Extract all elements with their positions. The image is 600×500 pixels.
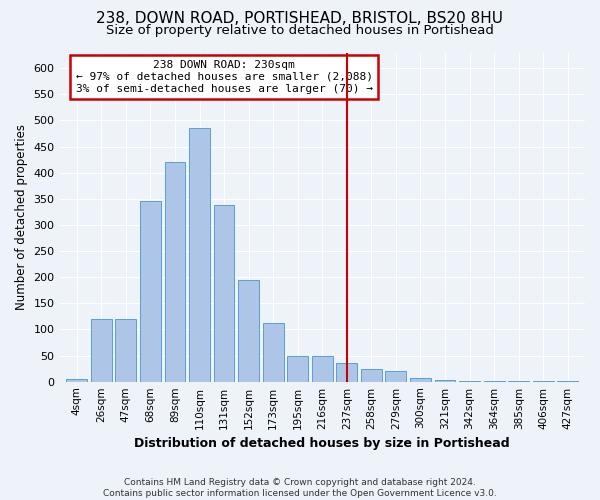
Bar [140,202,161,382]
Bar [287,356,308,382]
Bar [337,364,357,382]
Text: Size of property relative to detached houses in Portishead: Size of property relative to detached ho… [106,24,494,37]
Bar [66,379,87,382]
X-axis label: Distribution of detached houses by size in Portishead: Distribution of detached houses by size … [134,437,510,450]
Bar [189,128,210,382]
Bar [484,381,505,382]
Bar [91,319,112,382]
Bar [214,205,235,382]
Bar [164,162,185,382]
Bar [557,381,578,382]
Bar [361,368,382,382]
Bar [508,381,529,382]
Bar [263,323,284,382]
Bar [385,371,406,382]
Bar [410,378,431,382]
Bar [434,380,455,382]
Bar [459,381,480,382]
Text: Contains HM Land Registry data © Crown copyright and database right 2024.
Contai: Contains HM Land Registry data © Crown c… [103,478,497,498]
Text: 238 DOWN ROAD: 230sqm
← 97% of detached houses are smaller (2,088)
3% of semi-de: 238 DOWN ROAD: 230sqm ← 97% of detached … [76,60,373,94]
Bar [312,356,333,382]
Bar [533,381,554,382]
Bar [238,280,259,382]
Y-axis label: Number of detached properties: Number of detached properties [15,124,28,310]
Bar [115,319,136,382]
Text: 238, DOWN ROAD, PORTISHEAD, BRISTOL, BS20 8HU: 238, DOWN ROAD, PORTISHEAD, BRISTOL, BS2… [97,11,503,26]
